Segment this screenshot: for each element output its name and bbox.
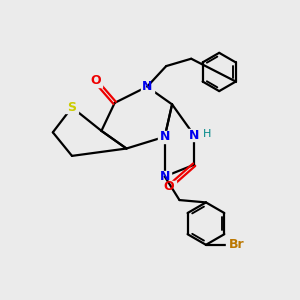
Polygon shape bbox=[65, 101, 79, 113]
Polygon shape bbox=[158, 171, 171, 182]
Text: N: N bbox=[160, 130, 170, 143]
Polygon shape bbox=[89, 75, 102, 87]
Text: Br: Br bbox=[229, 238, 244, 251]
Polygon shape bbox=[163, 181, 176, 193]
Text: N: N bbox=[189, 129, 200, 142]
Polygon shape bbox=[187, 129, 209, 141]
Text: O: O bbox=[164, 180, 175, 193]
Text: S: S bbox=[68, 101, 76, 114]
Polygon shape bbox=[158, 131, 171, 142]
Text: H: H bbox=[203, 129, 212, 139]
Text: N: N bbox=[142, 80, 152, 93]
Text: O: O bbox=[90, 74, 101, 87]
Polygon shape bbox=[226, 239, 247, 251]
Polygon shape bbox=[141, 81, 154, 93]
Text: N: N bbox=[160, 170, 170, 183]
